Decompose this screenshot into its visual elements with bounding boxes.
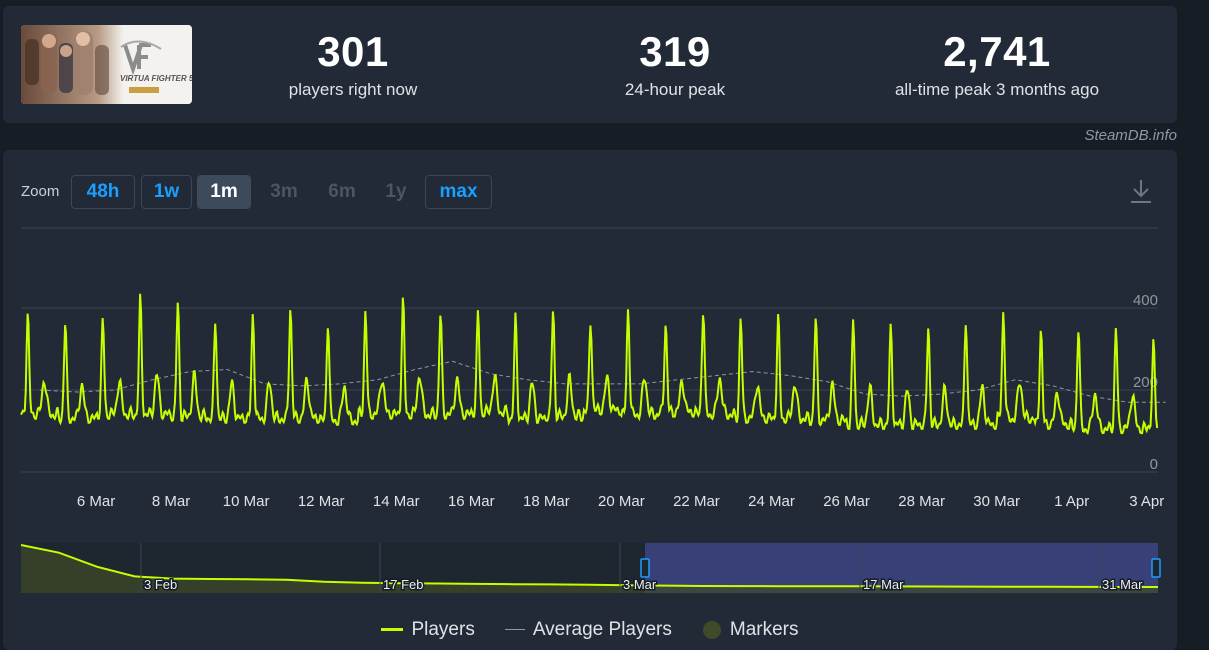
peak-24h-label: 24-hour peak xyxy=(624,80,726,99)
x-tick-label: 16 Mar xyxy=(448,493,495,510)
zoom-1y-button: 1y xyxy=(373,175,419,209)
navigator-label: 3 Mar xyxy=(623,577,657,592)
svg-text:VIRTUA FIGHTER 5: VIRTUA FIGHTER 5 xyxy=(120,74,192,83)
zoom-1w-button[interactable]: 1w xyxy=(141,175,192,209)
y-tick-label: 400 xyxy=(1133,292,1158,309)
series-average-players xyxy=(39,360,1166,403)
x-tick-label: 3 Apr xyxy=(1129,493,1164,510)
current-players-value: 301 xyxy=(317,28,389,75)
x-tick-label: 6 Mar xyxy=(77,493,115,510)
all-time-peak-value: 2,741 xyxy=(943,28,1051,75)
stat-24h-peak: 319 24-hour peak xyxy=(545,28,805,100)
zoom-48h-button[interactable]: 48h xyxy=(71,175,135,209)
x-tick-label: 30 Mar xyxy=(973,493,1020,510)
chart-legend: Players Average Players Markers xyxy=(3,619,1177,641)
navigator-label: 17 Mar xyxy=(863,577,904,592)
zoom-max-button[interactable]: max xyxy=(425,175,492,209)
download-icon[interactable] xyxy=(1129,178,1153,204)
y-tick-label: 0 xyxy=(1150,456,1158,473)
navigator-handle[interactable] xyxy=(1151,558,1161,578)
zoom-3m-button: 3m xyxy=(257,175,311,209)
x-tick-label: 14 Mar xyxy=(373,493,420,510)
x-tick-label: 20 Mar xyxy=(598,493,645,510)
navigator-selection xyxy=(645,543,1158,593)
x-tick-label: 1 Apr xyxy=(1054,493,1089,510)
navigator-series-players xyxy=(20,544,1158,588)
x-tick-label: 26 Mar xyxy=(823,493,870,510)
game-cover-art: VIRTUA FIGHTER 5 xyxy=(21,25,192,104)
steamdb-credit-link[interactable]: SteamDB.info xyxy=(1084,127,1177,144)
x-tick-label: 18 Mar xyxy=(523,493,570,510)
legend-average-players[interactable]: Average Players xyxy=(504,619,672,641)
stats-panel: VIRTUA FIGHTER 5 301 players right now 3… xyxy=(3,6,1177,123)
x-tick-label: 24 Mar xyxy=(748,493,795,510)
x-tick-label: 28 Mar xyxy=(898,493,945,510)
x-tick-label: 10 Mar xyxy=(223,493,270,510)
legend-players-label: Players xyxy=(411,619,475,640)
legend-players[interactable]: Players xyxy=(381,619,475,641)
navigator-label: 17 Feb xyxy=(383,577,423,592)
peak-24h-value: 319 xyxy=(639,28,711,75)
zoom-6m-button: 6m xyxy=(315,175,369,209)
zoom-label: Zoom xyxy=(21,183,60,200)
chart-panel: Zoom 48h 1w 1m 3m 6m 1y max 0 200 400 6 Mar… xyxy=(3,150,1177,650)
x-tick-label: 12 Mar xyxy=(298,493,345,510)
stat-all-time-peak: 2,741 all-time peak 3 months ago xyxy=(867,28,1127,100)
all-time-peak-label: all-time peak 3 months ago xyxy=(894,80,1100,99)
x-tick-label: 8 Mar xyxy=(152,493,190,510)
x-tick-label: 22 Mar xyxy=(673,493,720,510)
series-players xyxy=(20,293,1159,436)
navigator-label: 31 Mar xyxy=(1102,577,1143,592)
stat-current-players: 301 players right now xyxy=(223,28,483,100)
legend-average-label: Average Players xyxy=(532,619,672,640)
legend-markers[interactable]: Markers xyxy=(702,619,799,641)
navigator-handle[interactable] xyxy=(640,558,650,578)
game-thumbnail[interactable]: VIRTUA FIGHTER 5 xyxy=(21,25,192,104)
current-players-label: players right now xyxy=(288,80,418,99)
zoom-1m-button[interactable]: 1m xyxy=(197,175,251,209)
legend-markers-label: Markers xyxy=(729,619,799,640)
navigator-label: 3 Feb xyxy=(144,577,177,592)
